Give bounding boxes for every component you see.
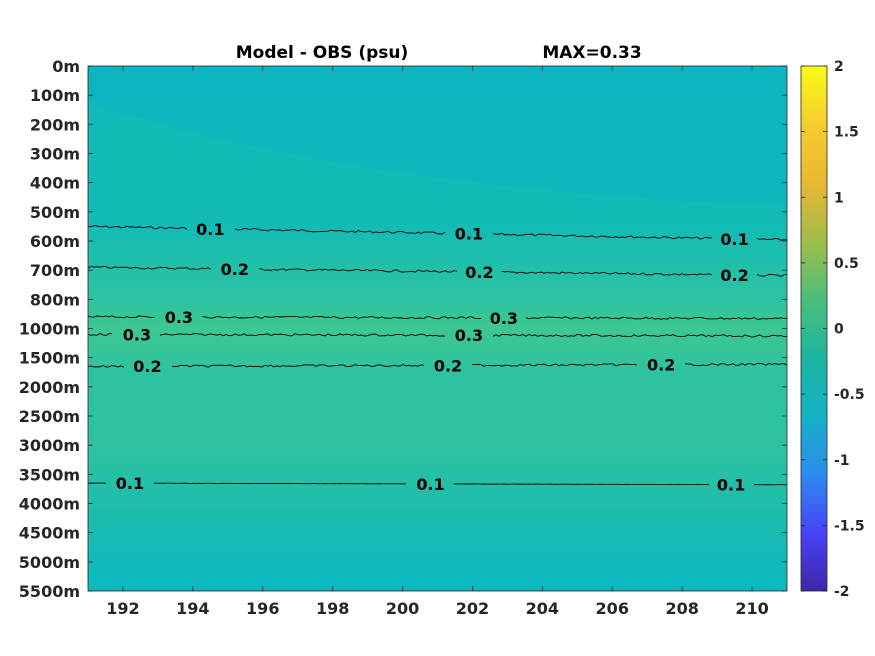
contour-line <box>501 270 713 276</box>
colorbar-tick-label: 1.5 <box>834 125 859 141</box>
colorbar-ticks: 2 1.5 1 0.5 0 -0.5 -1 -1.5 -2 <box>801 59 865 600</box>
y-tick-label: 400m <box>30 174 80 193</box>
y-tick-label: 4000m <box>19 495 80 514</box>
contour-label: 0.2 <box>720 266 748 285</box>
max-label: MAX=0.33 <box>542 43 641 63</box>
contour-label: 0.1 <box>196 220 224 239</box>
colorbar: 2 1.5 1 0.5 0 -0.5 -1 -1.5 -2 <box>800 59 865 600</box>
contour-line <box>87 315 155 319</box>
contour-label: 0.3 <box>490 309 518 328</box>
y-tick-label: 1500m <box>19 349 80 368</box>
contour-line <box>471 363 638 367</box>
contour-line <box>234 228 446 235</box>
contour-line <box>492 232 713 240</box>
y-tick-label: 2000m <box>19 378 80 397</box>
y-tick-label: 100m <box>30 86 80 105</box>
y-tick-label: 700m <box>30 261 80 280</box>
colorbar-tick-label: -1 <box>834 453 850 469</box>
x-tick-label: 200 <box>386 599 419 618</box>
colorbar-tick-label: -1.5 <box>834 518 865 534</box>
contour-line <box>87 332 113 336</box>
contour-line <box>756 273 788 278</box>
contour-line <box>87 365 125 368</box>
contour-label: 0.2 <box>133 357 161 376</box>
contour-line <box>525 316 788 320</box>
contour-line <box>201 315 482 320</box>
contour-label: 0.2 <box>647 356 675 375</box>
contour-line <box>171 363 425 368</box>
contour-lines: 0.1 0.1 0.1 0.2 0.2 0.2 0.3 0.3 0.3 0.3 0.2 0.2 0.2 0… <box>87 220 788 495</box>
contour-line <box>684 362 788 367</box>
y-tick-label: 800m <box>30 290 80 309</box>
contour-label: 0.2 <box>434 356 462 375</box>
contour-label: 0.1 <box>416 475 444 494</box>
x-tick-label: 196 <box>246 599 279 618</box>
contour-line <box>258 268 458 273</box>
x-tick-label: 204 <box>526 599 559 618</box>
y-tick-label: 500m <box>30 203 80 222</box>
contour-line <box>87 225 188 230</box>
contour-line <box>756 238 788 241</box>
x-tick-label: 210 <box>735 599 768 618</box>
y-tick-label: 2500m <box>19 407 80 426</box>
colorbar-tick-label: 2 <box>834 59 844 75</box>
colorbar-tick-label: -2 <box>834 584 850 600</box>
y-tick-label: 300m <box>30 145 80 164</box>
y-tick-label: 0m <box>52 57 80 76</box>
y-tick-label: 200m <box>30 115 80 134</box>
contour-line <box>492 333 788 338</box>
x-tick-label: 206 <box>596 599 629 618</box>
contour-line <box>453 483 710 486</box>
chart-title: Model - OBS (psu) <box>236 43 409 63</box>
contour-line <box>159 333 446 337</box>
y-tick-label: 4500m <box>19 524 80 543</box>
x-axis: 192 194 196 198 200 202 204 206 208 210 <box>106 66 769 618</box>
y-tick-label: 3500m <box>19 465 80 484</box>
contour-label: 0.1 <box>717 476 745 495</box>
x-tick-label: 208 <box>665 599 698 618</box>
contour-label: 0.1 <box>720 230 748 249</box>
colorbar-tick-label: 0.5 <box>834 256 859 272</box>
y-axis: 0m 100m 200m 300m 400m 500m 600m 700m 800m 1000m 1… <box>19 57 787 601</box>
y-tick-label: 3000m <box>19 436 80 455</box>
x-tick-label: 198 <box>316 599 349 618</box>
y-tick-label: 5500m <box>19 582 80 601</box>
y-tick-label: 600m <box>30 232 80 251</box>
contour-label: 0.1 <box>116 474 144 493</box>
upper-field-shading <box>88 66 787 206</box>
contour-label: 0.1 <box>455 225 483 244</box>
contour-line <box>87 265 212 270</box>
colorbar-tick-label: -0.5 <box>834 387 865 403</box>
x-tick-label: 202 <box>456 599 489 618</box>
heatmap-plot: 0.1 0.1 0.1 0.2 0.2 0.2 0.3 0.3 0.3 0.3 0.2 0.2 0.2 0… <box>87 65 788 592</box>
contour-label: 0.2 <box>465 263 493 282</box>
contour-label: 0.3 <box>455 326 483 345</box>
contour-label: 0.3 <box>165 308 193 327</box>
contour-label: 0.2 <box>221 260 249 279</box>
colorbar-fill <box>800 65 828 592</box>
x-tick-label: 192 <box>106 599 139 618</box>
y-tick-label: 5000m <box>19 553 80 572</box>
colorbar-tick-label: 1 <box>834 190 844 206</box>
x-tick-label: 194 <box>176 599 209 618</box>
y-tick-label: 1000m <box>19 320 80 339</box>
colorbar-tick-label: 0 <box>834 322 844 338</box>
contour-label: 0.3 <box>123 325 151 344</box>
contour-line <box>153 482 407 485</box>
